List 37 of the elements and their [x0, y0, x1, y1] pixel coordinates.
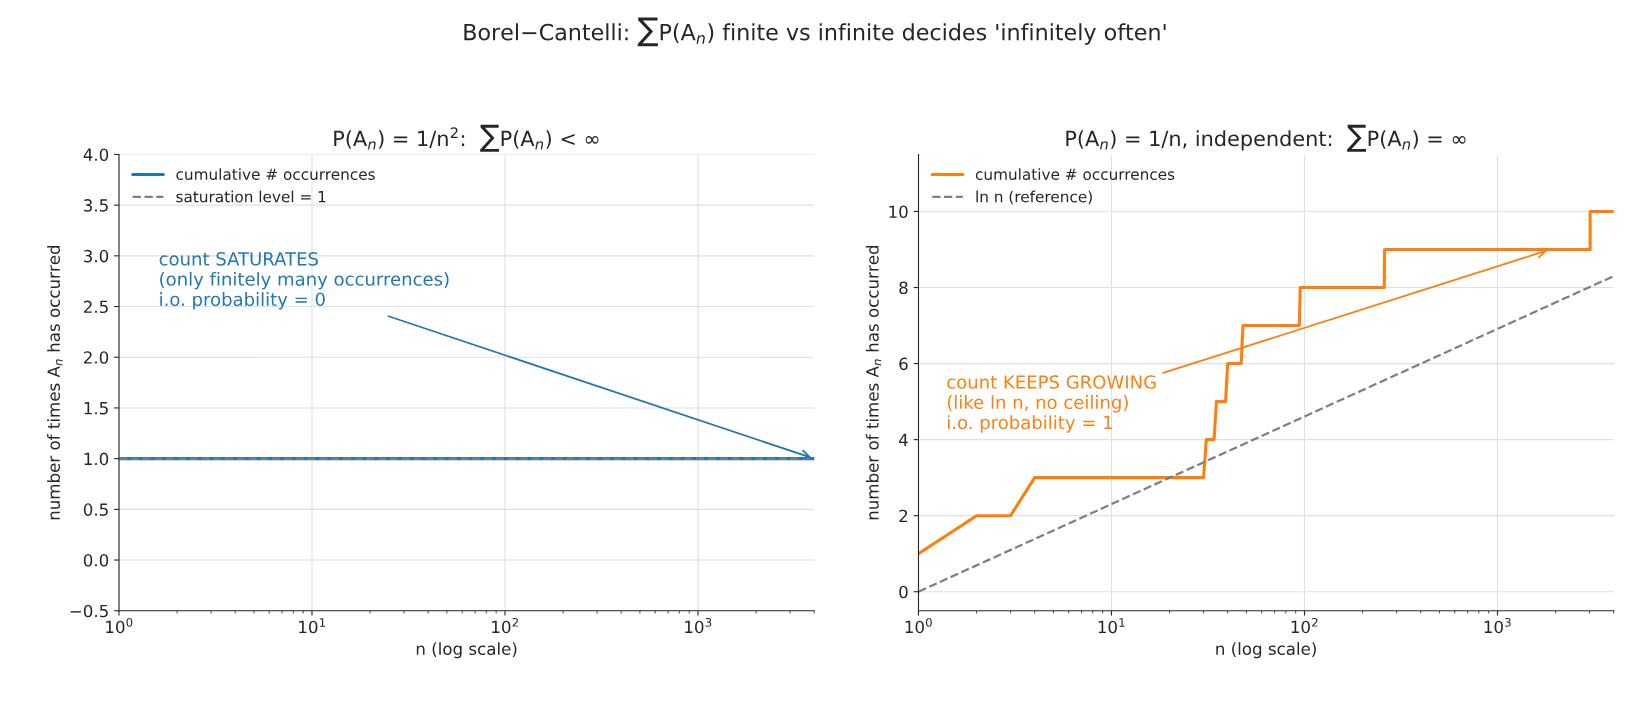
x-tick-label: 10$^{3}$: [685, 617, 712, 634]
y-tick-label: 4: [898, 433, 908, 446]
legend-label: saturation level = 1: [176, 190, 326, 203]
y-axis-title: number of times A$_{n}$ has occurred: [865, 245, 882, 520]
x-axis-title: n (log scale): [1216, 642, 1316, 659]
x-tick-label: 10$^{1}$: [1098, 618, 1125, 634]
x-tick-label: 10$^{2}$: [1291, 617, 1318, 634]
y-tick-label: 10: [889, 205, 908, 219]
y-tick-label: 1.5: [84, 402, 108, 415]
text: Borel−Cantelli: ∑P(A$_{n}$) finite vs infinite decides 'infinitely often': [464, 17, 1166, 47]
y-tick-label: −0.5: [70, 604, 108, 618]
y-tick-label: 0.0: [83, 554, 109, 567]
y-tick-label: 0.5: [83, 503, 108, 516]
chart-title: P(A$_{n}$) = 1/n$^{2}$: ∑P(A$_{n}$) < ∞: [334, 124, 599, 152]
x-tick-label: 10$^{0}$: [905, 617, 932, 634]
legend-label: cumulative # occurrences: [176, 168, 375, 181]
y-tick-label: 0: [899, 585, 908, 599]
x-tick-label: 10$^{2}$: [492, 617, 518, 634]
annotation: count KEEPS GROWING (like ln n, no ceiling) i.o. probability = 1: [947, 375, 1156, 433]
legend-label: cumulative # occurrences: [975, 168, 1175, 181]
chart-title: P(A$_{n}$) = 1/n, independent: ∑P(A$_{n}$) = ∞: [1066, 124, 1466, 152]
x-tick-label: 10$^{1}$: [299, 618, 326, 634]
y-tick-label: 2: [899, 509, 908, 523]
x-axis-title: n (log scale): [416, 642, 517, 659]
x-tick-label: 10$^{0}$: [106, 617, 133, 634]
y-tick-label: 4.0: [83, 148, 109, 162]
y-tick-label: 2.0: [83, 351, 109, 364]
y-axis-title: number of times A$_{n}$ has occurred: [47, 245, 63, 520]
y-tick-label: 2.5: [83, 300, 108, 314]
y-tick-label: 3.0: [84, 249, 109, 263]
y-tick-label: 6: [899, 357, 908, 371]
legend-label: ln n (reference): [976, 190, 1092, 205]
annotation: count SATURATES (only finitely many occurrences) i.o. probability = 0: [159, 251, 449, 310]
y-tick-label: 1.0: [84, 452, 109, 466]
y-tick-label: 3.5: [84, 199, 108, 212]
x-tick-label: 10$^{3}$: [1484, 617, 1511, 634]
y-tick-label: 8: [899, 281, 908, 295]
